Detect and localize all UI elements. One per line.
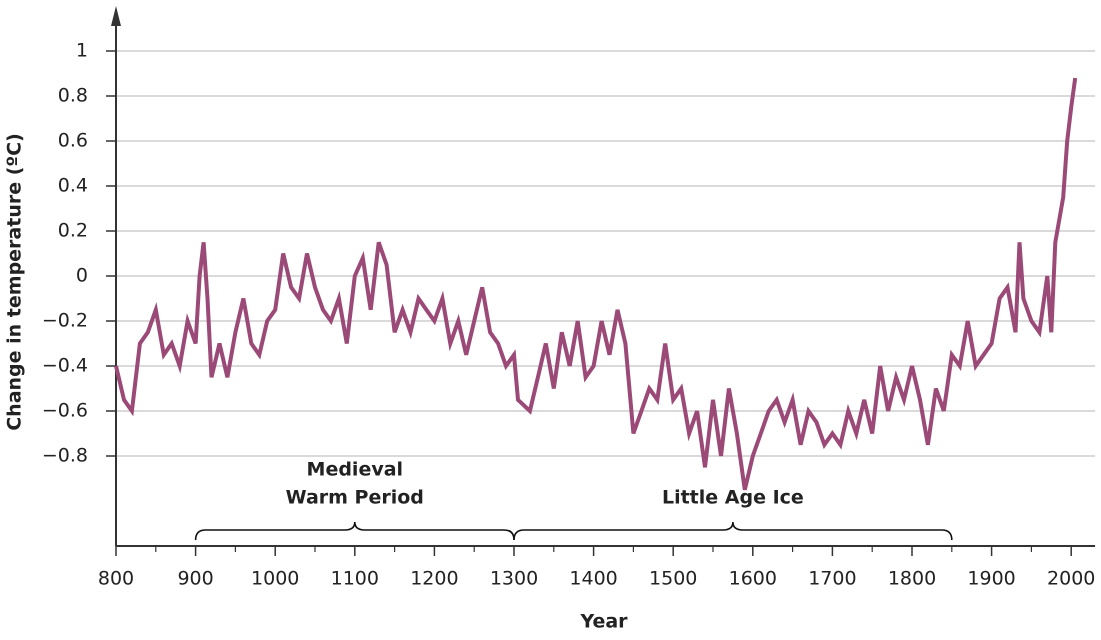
brace (194, 521, 515, 541)
x-tick-label: 1200 (410, 568, 458, 590)
annotation-text: Warm Period (286, 487, 424, 509)
y-tick-label: 0.8 (58, 85, 88, 107)
y-tick-label: −0.2 (42, 310, 88, 332)
x-tick-label: 1100 (331, 568, 379, 590)
y-axis-arrow (111, 6, 121, 26)
x-tick-label: 2000 (1047, 568, 1095, 590)
y-tick-label: −0.8 (42, 445, 88, 467)
x-tick-label: 1800 (888, 568, 936, 590)
brace (513, 521, 953, 541)
x-tick-label: 1900 (967, 568, 1015, 590)
x-tick-label: 1300 (490, 568, 538, 590)
x-tick-label: 1000 (251, 568, 299, 590)
x-tick-label: 900 (177, 568, 213, 590)
y-axis-title: Change in temperature (ºC) (4, 133, 26, 431)
x-tick-label: 800 (98, 568, 134, 590)
annotation-text: Medieval (307, 459, 404, 481)
x-tick-label: 1500 (649, 568, 697, 590)
x-tick-label: 1600 (729, 568, 777, 590)
y-tick-label: 0.2 (58, 220, 88, 242)
y-tick-label: 1 (76, 40, 88, 62)
x-tick-label: 1400 (569, 568, 617, 590)
y-tick-label: 0.4 (58, 175, 88, 197)
y-tick-label: −0.6 (42, 400, 88, 422)
y-tick-label: −0.4 (42, 355, 88, 377)
y-tick-label: 0 (76, 265, 88, 287)
x-axis-title: Year (579, 611, 628, 633)
annotation-text: Little Age Ice (662, 487, 804, 509)
y-tick-label: 0.6 (58, 130, 88, 152)
temperature-line (114, 77, 1078, 491)
x-tick-label: 1700 (808, 568, 856, 590)
